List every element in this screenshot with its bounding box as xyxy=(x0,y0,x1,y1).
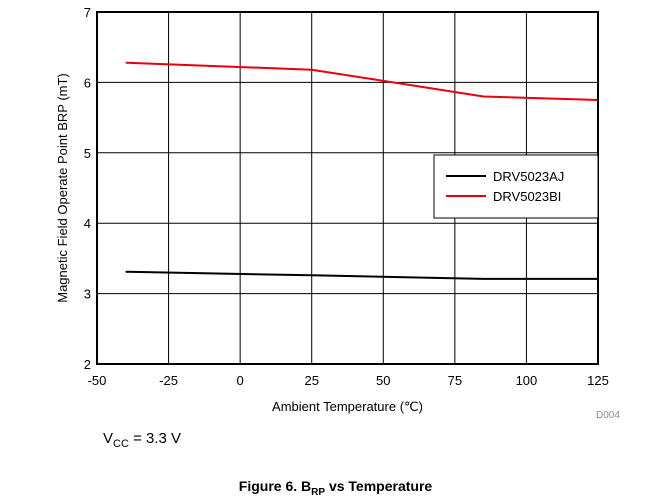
y-tick-labels: 2 3 4 5 6 7 xyxy=(84,5,91,372)
condition-subscript: CC xyxy=(113,438,129,450)
x-tick-label: 25 xyxy=(304,373,318,388)
series-lines xyxy=(125,61,599,280)
caption-suffix: vs Temperature xyxy=(325,478,433,494)
y-axis-label: Magnetic Field Operate Point BRP (mT) xyxy=(55,73,70,303)
x-tick-label: -25 xyxy=(159,373,178,388)
condition-prefix: V xyxy=(103,430,114,447)
x-tick-label: 50 xyxy=(376,373,390,388)
legend: DRV5023AJ DRV5023BI xyxy=(433,154,599,219)
caption-prefix: Figure 6. B xyxy=(238,478,312,494)
y-tick-label: 3 xyxy=(84,287,91,302)
series-line-drv5023aj xyxy=(125,270,598,280)
x-tick-label: 100 xyxy=(516,373,538,388)
legend-box xyxy=(433,154,599,219)
x-axis-label: Ambient Temperature (℃) xyxy=(272,399,423,414)
legend-label: DRV5023BI xyxy=(493,189,561,204)
figure-caption: Figure 6. BRP vs Temperature xyxy=(0,478,671,498)
y-tick-label: 6 xyxy=(84,75,91,90)
x-tick-labels: -50 -25 0 25 50 75 100 125 xyxy=(88,373,609,388)
y-tick-label: 7 xyxy=(84,5,91,20)
y-tick-label: 4 xyxy=(84,216,91,231)
x-tick-label: 0 xyxy=(237,373,244,388)
condition-suffix: = 3.3 V xyxy=(128,430,182,447)
supply-voltage-condition: VCC = 3.3 V xyxy=(103,430,181,450)
caption-subscript: RP xyxy=(311,486,326,498)
x-tick-label: 75 xyxy=(448,373,462,388)
series-line-drv5023bi xyxy=(125,61,599,101)
y-tick-label: 2 xyxy=(84,357,91,372)
x-tick-label: -50 xyxy=(88,373,107,388)
figure-id: D004 xyxy=(596,410,620,421)
y-tick-label: 5 xyxy=(84,146,91,161)
legend-label: DRV5023AJ xyxy=(493,169,564,184)
x-tick-label: 125 xyxy=(587,373,609,388)
